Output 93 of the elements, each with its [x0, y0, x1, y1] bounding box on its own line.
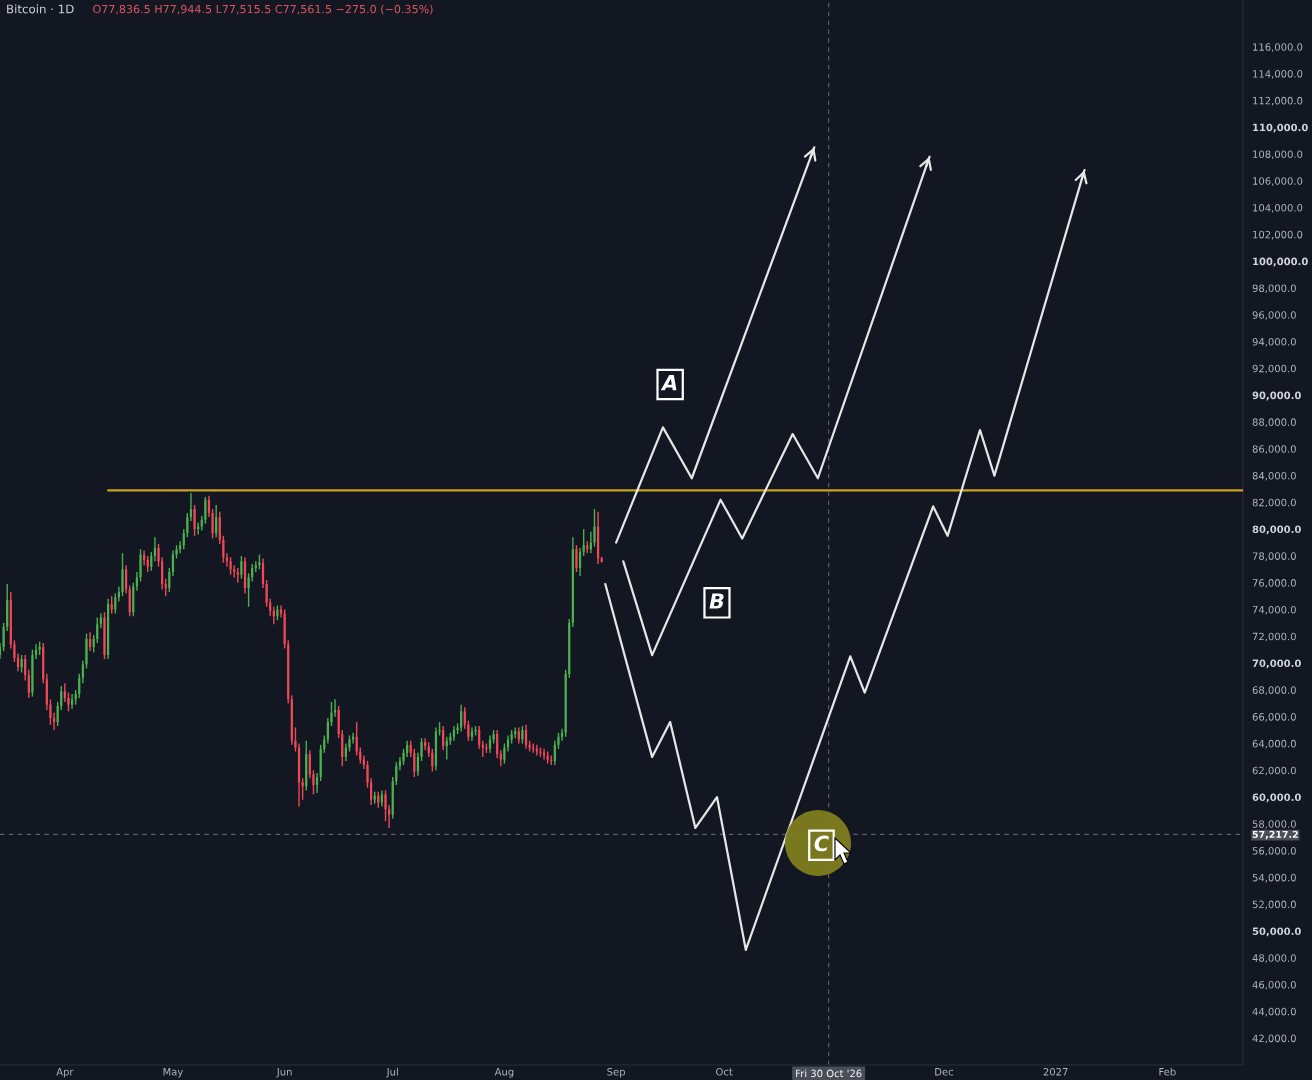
- candlestick: [582, 528, 585, 557]
- candlestick: [413, 748, 416, 778]
- candlestick: [63, 682, 66, 703]
- candlestick: [150, 551, 153, 572]
- candlestick: [528, 740, 531, 753]
- y-tick-label: 46,000.0: [1252, 981, 1296, 990]
- y-tick-label: 64,000.0: [1252, 739, 1296, 749]
- y-tick-label: 104,000.0: [1253, 204, 1303, 213]
- annotation: C: [814, 835, 829, 852]
- candlestick: [258, 553, 261, 571]
- candlestick: [218, 511, 221, 545]
- y-tick-label: 54,000.0: [1252, 873, 1296, 883]
- candlestick: [240, 555, 243, 580]
- y-tick-label: 88,000.0: [1252, 418, 1296, 427]
- y-tick-label: 74,000.0: [1252, 605, 1296, 615]
- y-tick-label: 50,000.0: [1252, 927, 1301, 937]
- y-tick-label: 96,000.0: [1252, 311, 1296, 320]
- ref-line-label: 57,217.2: [1252, 830, 1298, 840]
- y-tick-label: 102,000.0: [1253, 230, 1303, 240]
- y-tick-label: 58,000.0: [1252, 820, 1296, 829]
- ref-line-label: Fri 30 Oct '26: [796, 1069, 862, 1078]
- candlestick: [114, 592, 117, 615]
- candlestick: [96, 616, 99, 644]
- y-tick-label: 116,000.0: [1253, 43, 1303, 52]
- candlestick: [38, 640, 41, 656]
- x-tick-label: Jun: [276, 1068, 292, 1078]
- y-tick-label: 56,000.0: [1252, 847, 1296, 856]
- candlestick: [27, 669, 30, 699]
- candlestick: [542, 748, 546, 761]
- candlestick: [233, 564, 236, 579]
- candlestick: [103, 611, 106, 660]
- x-tick-label: Aug: [494, 1068, 514, 1078]
- y-tick-label: 92,000.0: [1252, 364, 1296, 374]
- x-tick-label: May: [163, 1068, 183, 1078]
- candlestick: [197, 521, 200, 536]
- y-tick-label: 112,000.0: [1253, 96, 1303, 106]
- candlestick: [121, 552, 124, 597]
- x-tick-label: Jul: [386, 1067, 398, 1078]
- y-tick-label: 84,000.0: [1252, 471, 1296, 481]
- candlestick: [193, 504, 196, 537]
- candlestick: [474, 725, 477, 737]
- y-tick-label: 80,000.0: [1252, 525, 1301, 535]
- y-tick-label: 106,000.0: [1253, 177, 1303, 186]
- annotation: B: [709, 593, 724, 609]
- candlestick: [478, 725, 481, 750]
- y-tick-label: 60,000.0: [1252, 793, 1301, 803]
- y-tick-label: 108,000.0: [1253, 150, 1303, 160]
- candlestick: [535, 744, 538, 757]
- y-tick-label: 94,000.0: [1252, 337, 1296, 347]
- x-tick-label: Oct: [716, 1067, 733, 1076]
- y-tick-label: 68,000.0: [1252, 686, 1296, 695]
- y-tick-label: 98,000.0: [1252, 284, 1296, 293]
- candlestick: [254, 560, 257, 573]
- y-tick-label: 90,000.0: [1252, 391, 1301, 401]
- y-tick-label: 42,000.0: [1252, 1034, 1296, 1044]
- y-tick-label: 114,000.0: [1253, 70, 1303, 79]
- candlestick: [395, 761, 398, 786]
- y-tick-label: 110,000.0: [1253, 123, 1308, 133]
- candlestick: [341, 729, 344, 767]
- candlestick: [128, 584, 131, 617]
- candlestick: [276, 604, 279, 621]
- y-tick-label: 76,000.0: [1252, 579, 1296, 588]
- chart-title: Bitcoin · 1D: [7, 4, 74, 14]
- x-tick-label: Dec: [935, 1068, 954, 1076]
- y-tick-label: 70,000.0: [1252, 659, 1301, 669]
- candlestick: [463, 706, 466, 730]
- candlestick: [333, 698, 337, 718]
- candlestick: [229, 556, 232, 576]
- y-tick-label: 48,000.0: [1252, 954, 1296, 963]
- candlestick: [247, 572, 250, 608]
- y-tick-label: 62,000.0: [1252, 766, 1296, 776]
- candlestick: [70, 693, 74, 710]
- y-tick-label: 86,000.0: [1252, 445, 1296, 454]
- candlestick: [524, 724, 528, 750]
- y-tick-label: 82,000.0: [1252, 498, 1296, 508]
- x-tick-label: Sep: [607, 1067, 625, 1078]
- y-tick-label: 78,000.0: [1252, 552, 1296, 561]
- candlestick: [539, 746, 542, 758]
- x-tick-label: 2027: [1043, 1067, 1068, 1076]
- candlestick: [355, 721, 358, 757]
- x-tick-label: Apr: [56, 1068, 74, 1078]
- y-tick-label: 66,000.0: [1252, 713, 1296, 722]
- y-tick-label: 44,000.0: [1252, 1007, 1296, 1017]
- candlestick: [60, 685, 63, 711]
- candlestick: [485, 742, 488, 754]
- y-tick-label: 100,000.0: [1253, 257, 1308, 267]
- candlestick: [521, 725, 524, 745]
- annotation: A: [660, 375, 677, 391]
- y-tick-label: 52,000.0: [1252, 900, 1296, 910]
- x-tick-label: Feb: [1159, 1067, 1176, 1076]
- y-tick-label: 72,000.0: [1252, 632, 1296, 642]
- candlestick: [575, 544, 578, 573]
- annotation: O77,836.5 H77,944.5 L77,515.5 C77,561.5 −275.0 (−0.35%): [93, 4, 433, 15]
